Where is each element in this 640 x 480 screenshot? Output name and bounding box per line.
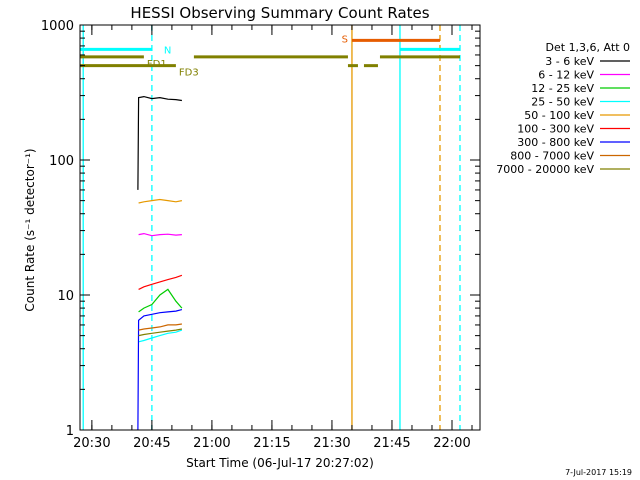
plot-frame bbox=[79, 24, 481, 431]
series-line-7 bbox=[138, 323, 182, 331]
x-tick-label-0: 20:30 bbox=[73, 436, 110, 451]
state-label-S: S bbox=[342, 34, 348, 45]
legend-label-2: 12 - 25 keV bbox=[531, 82, 594, 95]
series-line-0 bbox=[137, 95, 182, 190]
series-line-2 bbox=[138, 288, 183, 313]
series-line-6 bbox=[137, 309, 183, 431]
series-line-8 bbox=[138, 328, 183, 337]
x-tick-label-3: 21:15 bbox=[253, 436, 290, 451]
x-tick-label-1: 20:45 bbox=[133, 436, 170, 451]
legend-label-1: 6 - 12 keV bbox=[538, 69, 594, 82]
legend-label-6: 300 - 800 keV bbox=[517, 136, 594, 149]
series-line-4 bbox=[138, 198, 183, 204]
x-tick-label-6: 22:00 bbox=[433, 436, 470, 451]
y-tick-label-1: 10 bbox=[57, 289, 74, 304]
legend-label-5: 100 - 300 keV bbox=[517, 123, 594, 136]
state-label-N: N bbox=[164, 45, 171, 56]
y-tick-label-3: 1000 bbox=[41, 19, 74, 34]
legend-label-0: 3 - 6 keV bbox=[545, 55, 594, 68]
x-tick-label-5: 21:45 bbox=[373, 436, 410, 451]
chart-title: HESSI Observing Summary Count Rates bbox=[130, 4, 429, 22]
legend-label-4: 50 - 100 keV bbox=[524, 109, 594, 122]
x-tick-label-2: 21:00 bbox=[193, 436, 230, 451]
y-axis-label: Count Rate (s⁻¹ detector⁻¹) bbox=[23, 148, 37, 311]
x-axis-label: Start Time (06-Jul-17 20:27:02) bbox=[186, 456, 374, 470]
y-tick-label-0: 1 bbox=[66, 424, 74, 439]
series-line-5 bbox=[138, 274, 183, 290]
state-label-FD3: FD3 bbox=[179, 68, 199, 79]
legend-label-8: 7000 - 20000 keV bbox=[496, 163, 594, 176]
plot-area: NSFD1FD3110100100020:3020:4521:0021:1521… bbox=[41, 19, 481, 451]
footer-date: 7-Jul-2017 15:19 bbox=[565, 468, 632, 477]
legend-label-7: 800 - 7000 keV bbox=[510, 150, 594, 163]
legend-label-3: 25 - 50 keV bbox=[531, 96, 594, 109]
y-tick-label-2: 100 bbox=[49, 154, 74, 169]
series-line-1 bbox=[138, 232, 182, 237]
series-line-3 bbox=[138, 329, 183, 343]
legend-title: Det 1,3,6, Att 0 bbox=[546, 41, 630, 54]
x-tick-label-4: 21:30 bbox=[313, 436, 350, 451]
